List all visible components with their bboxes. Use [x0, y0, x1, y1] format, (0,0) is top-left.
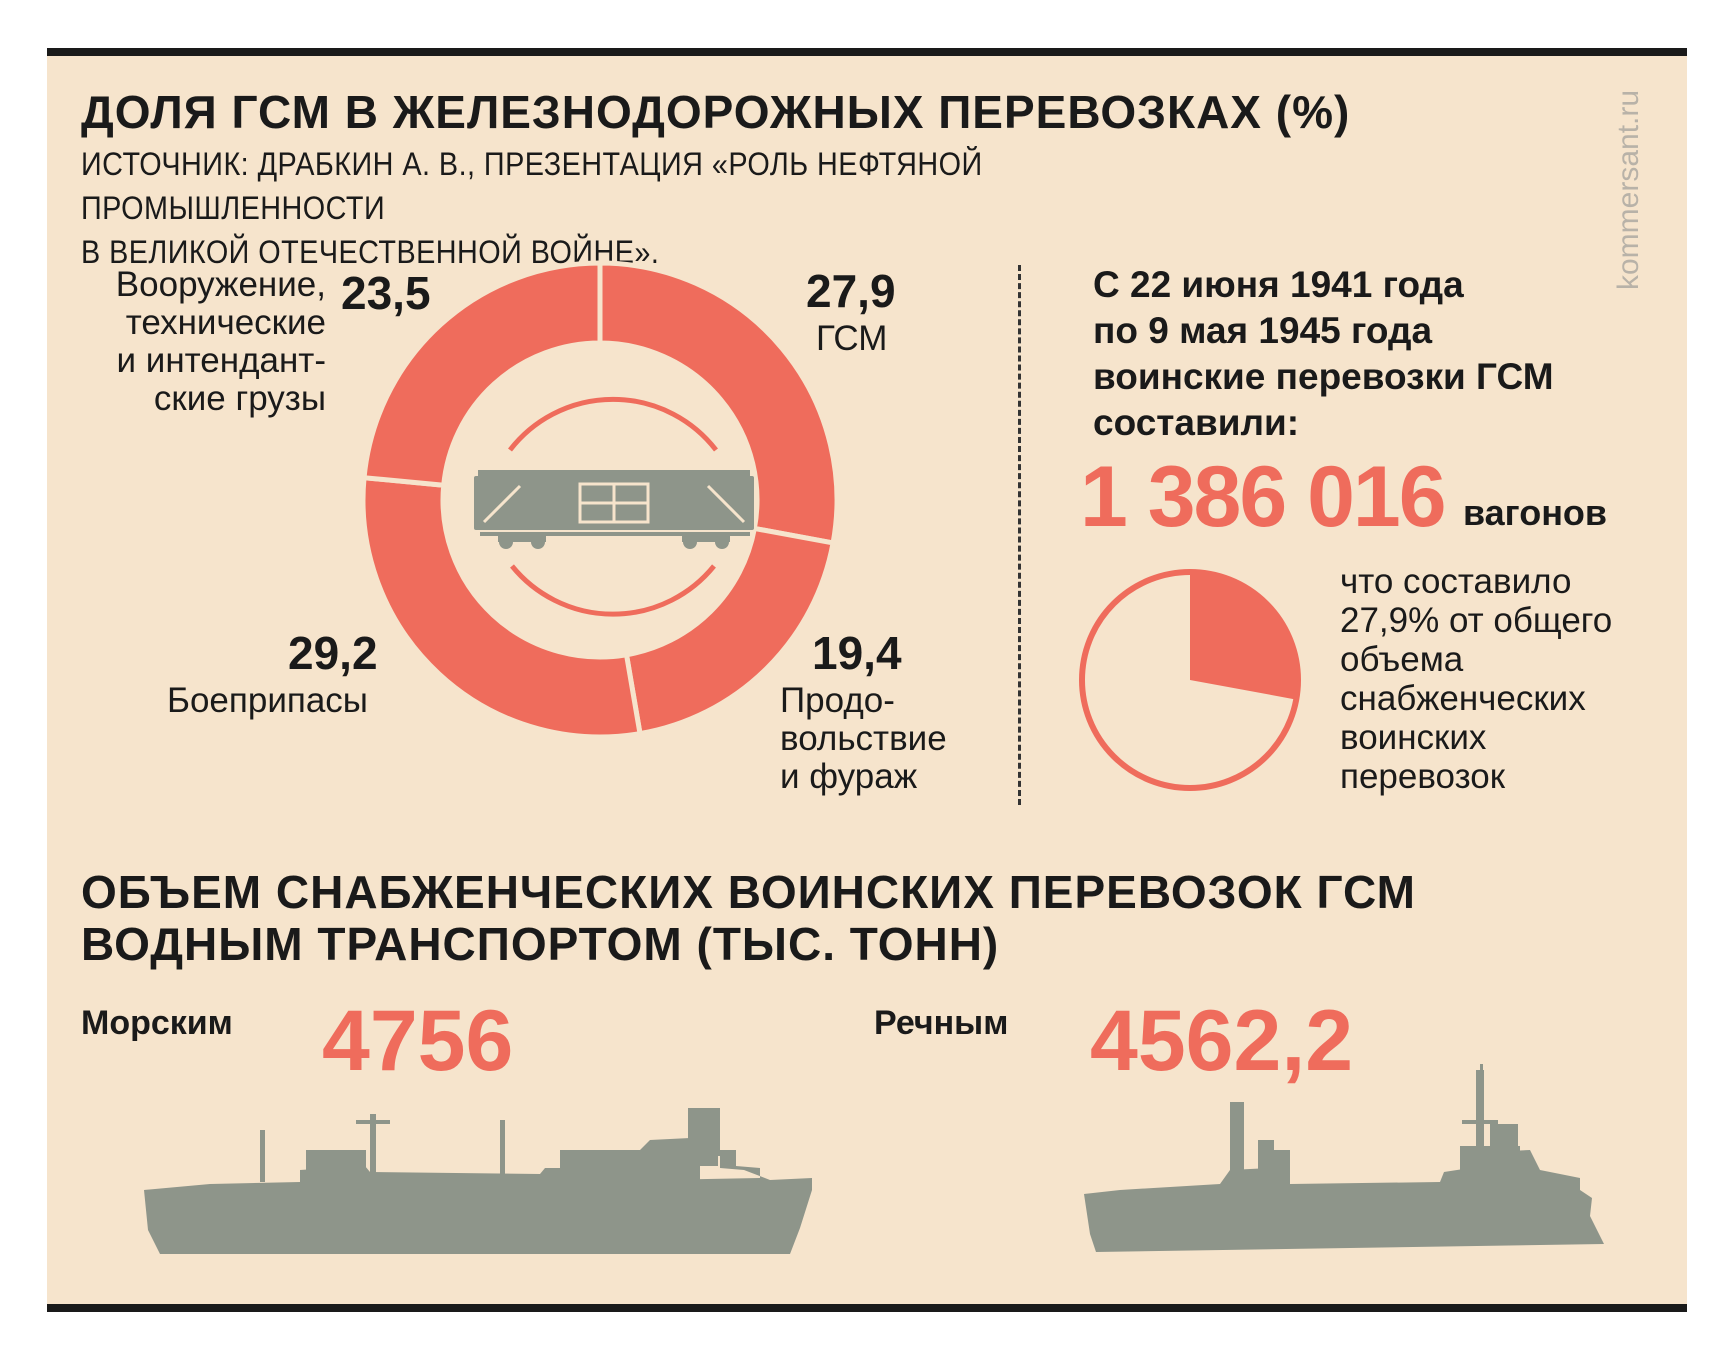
label-line: ские грузы — [153, 379, 326, 418]
section-divider — [1018, 265, 1021, 805]
share-line: 27,9% от общего — [1340, 601, 1613, 640]
statement-line: воинские перевозки ГСМ — [1093, 356, 1554, 397]
share-line: снабженческих — [1340, 679, 1586, 718]
rail-chart-title: ДОЛЯ ГСМ В ЖЕЛЕЗНОДОРОЖНЫХ ПЕРЕВОЗКАХ (%… — [81, 86, 1351, 138]
label-line: технические — [125, 303, 326, 342]
statement-line: С 22 июня 1941 года — [1093, 264, 1464, 305]
river-value: 4562,2 — [1090, 993, 1354, 1089]
slice-label-armament: Вооружение, технические и интендант- ски… — [40, 266, 326, 418]
statement-line: составили: — [1093, 402, 1300, 443]
water-title-line-2: ВОДНЫМ ТРАНСПОРТОМ (ТЫС. ТОНН) — [81, 918, 1000, 970]
infographic-panel — [47, 50, 1687, 1306]
slice-fuel — [597, 260, 840, 546]
slice-label-ammo: Боеприпасы — [167, 681, 368, 720]
top-rule — [47, 48, 1687, 56]
share-line: воинских — [1340, 718, 1487, 757]
slice-armament — [361, 260, 603, 488]
inner-arc-bottom — [510, 564, 716, 617]
label-line: и фураж — [780, 757, 918, 796]
statement-line: по 9 мая 1945 года — [1093, 310, 1433, 351]
label-line: Вооружение, — [115, 265, 326, 304]
label-line: Продо- — [780, 681, 895, 720]
total-statement: С 22 июня 1941 года по 9 мая 1945 года в… — [1093, 262, 1653, 446]
slice-value-ammo: 29,2 — [288, 627, 378, 679]
wagon-icon — [474, 396, 754, 617]
river-label: Речным — [874, 1004, 1009, 1042]
slice-value-food: 19,4 — [812, 627, 902, 679]
total-wagons-value: 1 386 016 — [1080, 449, 1447, 545]
sea-label: Морским — [81, 1004, 233, 1042]
inner-arc-top — [508, 396, 718, 452]
share-text: что составило 27,9% от общего объема сна… — [1340, 562, 1680, 796]
share-line: перевозок — [1340, 757, 1506, 796]
slice-value-armament: 23,5 — [341, 267, 431, 319]
slice-label-food: Продо- вольствие и фураж — [780, 682, 947, 796]
total-wagons-unit: вагонов — [1463, 492, 1608, 533]
share-line: что составило — [1340, 562, 1572, 601]
slice-value-fuel: 27,9 — [806, 265, 896, 317]
source-note: ИСТОЧНИК: ДРАБКИН А. В., ПРЕЗЕНТАЦИЯ «РО… — [81, 142, 1161, 274]
source-line-1: ИСТОЧНИК: ДРАБКИН А. В., ПРЕЗЕНТАЦИЯ «РО… — [81, 146, 983, 226]
label-line: вольствие — [780, 719, 947, 758]
share-line: объема — [1340, 640, 1464, 679]
slice-label-fuel: ГСМ — [816, 319, 888, 358]
water-title-line-1: ОБЪЕМ СНАБЖЕНЧЕСКИХ ВОИНСКИХ ПЕРЕВОЗОК Г… — [81, 866, 1416, 918]
sea-value: 4756 — [322, 993, 514, 1089]
sea-tanker-icon — [144, 1108, 812, 1254]
slice-ammo — [360, 474, 643, 740]
label-line: и интендант- — [116, 341, 327, 380]
river-tanker-icon — [1084, 1064, 1604, 1252]
water-title: ОБЪЕМ СНАБЖЕНЧЕСКИХ ВОИНСКИХ ПЕРЕВОЗОК Г… — [81, 866, 1416, 970]
bottom-rule — [47, 1304, 1687, 1312]
share-pie-wedge — [1190, 572, 1298, 700]
